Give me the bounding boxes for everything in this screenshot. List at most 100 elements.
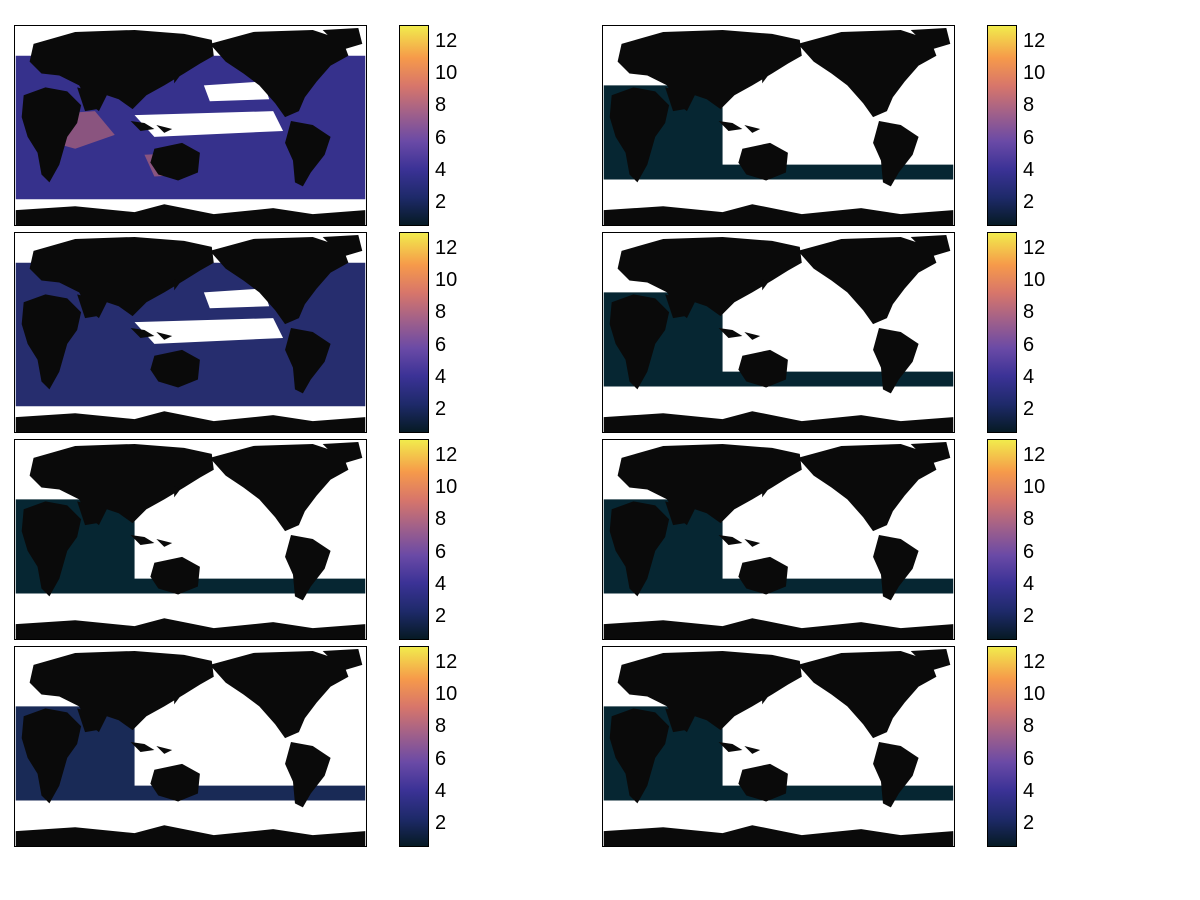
colorbar-gradient [399, 646, 429, 847]
land-mass [617, 236, 802, 319]
land-mass [15, 204, 366, 225]
colorbar-tick-label: 6 [435, 747, 447, 770]
land-mass [609, 294, 670, 390]
land-mass [130, 742, 173, 754]
colorbar-tick-label: 4 [435, 365, 447, 388]
land-mass [77, 501, 97, 526]
colorbar-tick-label: 8 [1023, 301, 1035, 324]
land-mass [873, 742, 919, 808]
land-mass [617, 650, 802, 733]
land-mass [910, 441, 951, 464]
colorbar-r3c1: 2 4 6 8 10 12 [399, 439, 479, 640]
colorbar-tick-label: 2 [1023, 811, 1035, 834]
colorbar-gradient [987, 646, 1017, 847]
ocean-data-region [15, 499, 366, 594]
colorbar-tick-label: 4 [435, 779, 447, 802]
land-mass [77, 708, 97, 733]
land-mass [910, 648, 951, 671]
land-mass [209, 443, 349, 532]
land-mass [174, 692, 181, 705]
land-mass [130, 535, 173, 547]
land-mass [603, 825, 954, 846]
land-mass [150, 142, 200, 181]
world-map [603, 27, 954, 225]
colorbar-tick-label: 2 [1023, 604, 1035, 627]
land-mass [21, 294, 82, 390]
map-panel-r3c2 [602, 439, 955, 640]
colorbar-tick-label: 12 [435, 30, 458, 52]
colorbar-r1c2: 2 4 6 8 10 12 [987, 25, 1067, 226]
map-panel-r1c1 [14, 25, 367, 226]
land-mass [797, 29, 937, 118]
map-panel-r2c1 [14, 232, 367, 433]
land-mass [15, 618, 366, 639]
land-mass [797, 443, 937, 532]
land-mass [285, 742, 331, 808]
colorbar-r4c1: 2 4 6 8 10 12 [399, 646, 479, 847]
land-mass [665, 294, 685, 319]
colorbar-tick-label: 2 [435, 604, 447, 627]
colorbar-tick-label: 8 [435, 301, 447, 324]
land-mass [665, 87, 685, 112]
colorbar-tick-label: 10 [1023, 62, 1046, 85]
colorbar-tick-label: 12 [1023, 651, 1046, 673]
colorbar-tick-label: 12 [1023, 30, 1046, 52]
land-mass [285, 121, 331, 187]
land-mass [29, 236, 214, 319]
land-mass [797, 650, 937, 739]
land-mass [873, 328, 919, 394]
land-mass [209, 29, 349, 118]
colorbar-tick-label: 6 [1023, 747, 1035, 770]
land-mass [209, 650, 349, 739]
land-mass [762, 485, 769, 498]
map-panel-r4c2 [602, 646, 955, 847]
land-mass [322, 441, 363, 464]
land-mass [738, 142, 788, 181]
colorbar-tick-label: 8 [435, 715, 447, 738]
land-mass [77, 87, 97, 112]
land-mass [609, 708, 670, 804]
colorbar-r4c2: 2 4 6 8 10 12 [987, 646, 1067, 847]
ocean-data-region [603, 292, 954, 387]
land-mass [174, 485, 181, 498]
land-mass [762, 71, 769, 84]
colorbar-tick-label: 4 [1023, 365, 1035, 388]
colorbar-tick-label: 8 [1023, 508, 1035, 531]
colorbar-tick-label: 12 [435, 444, 458, 466]
world-map [15, 234, 366, 432]
no-data-region [134, 81, 284, 137]
land-mass [174, 278, 181, 291]
colorbar-tick-label: 6 [435, 126, 447, 149]
colorbar-tick-label: 4 [1023, 779, 1035, 802]
land-mass [322, 648, 363, 671]
colorbar-tick-label: 2 [1023, 190, 1035, 213]
land-mass [21, 501, 82, 597]
land-mass [322, 27, 363, 50]
land-mass [910, 234, 951, 257]
ocean-data-region [603, 85, 954, 180]
no-data-region [134, 288, 284, 344]
colorbar-tick-label: 12 [1023, 237, 1046, 259]
colorbar-tick-label: 10 [1023, 269, 1046, 292]
colorbar-tick-label: 2 [435, 811, 447, 834]
colorbar-tick-label: 6 [1023, 333, 1035, 356]
land-mass [910, 27, 951, 50]
land-mass [285, 535, 331, 601]
land-mass [29, 29, 214, 112]
land-mass [617, 443, 802, 526]
colorbar-tick-label: 8 [1023, 715, 1035, 738]
land-mass [21, 708, 82, 804]
colorbar-r1c1: 2 4 6 8 10 12 [399, 25, 479, 226]
land-mass [209, 236, 349, 325]
colorbar-tick-label: 6 [435, 333, 447, 356]
colorbar-tick-label: 2 [435, 190, 447, 213]
colorbar-tick-label: 6 [1023, 126, 1035, 149]
colorbar-tick-label: 10 [435, 62, 458, 85]
land-mass [150, 556, 200, 595]
land-mass [150, 349, 200, 388]
land-mass [130, 328, 173, 340]
land-mass [29, 443, 214, 526]
colorbar-gradient [399, 439, 429, 640]
map-panel-r2c2 [602, 232, 955, 433]
world-map [603, 441, 954, 639]
